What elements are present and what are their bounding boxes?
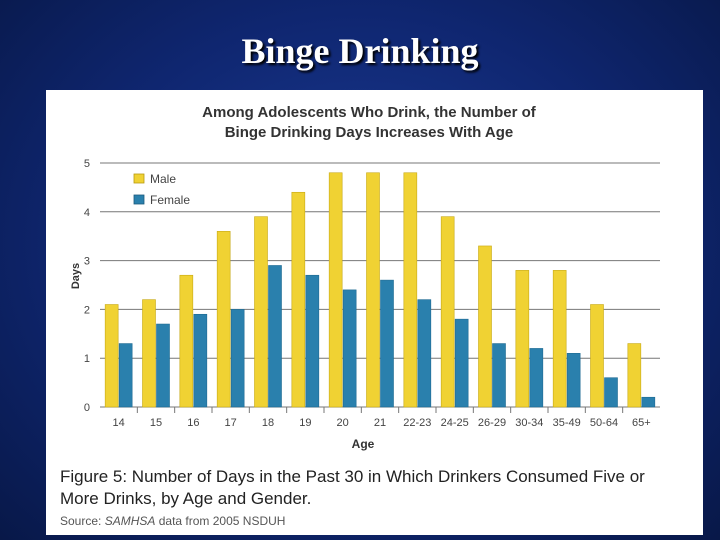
y-tick-label-5: 5	[84, 158, 90, 170]
x-tick-label-14: 14	[113, 417, 125, 429]
bar-female-22-23	[417, 299, 432, 408]
bar-male-26-29	[478, 245, 492, 408]
bar-male-19	[291, 191, 306, 408]
y-tick-label-4: 4	[84, 207, 90, 219]
y-tick-label-2: 2	[84, 304, 90, 316]
bar-male-20	[328, 172, 343, 408]
figure-caption-line2: More Drinks, by Age and Gender.	[60, 489, 312, 508]
bar-male-22-23	[403, 172, 418, 408]
bar-female-26-29	[492, 343, 506, 408]
x-tick-label-24-25: 24-25	[441, 417, 469, 429]
bar-female-35-49	[566, 353, 581, 408]
bar-female-18	[268, 265, 282, 408]
bar-female-65+	[641, 396, 656, 408]
figure-caption-line1: Figure 5: Number of Days in the Past 30 …	[60, 467, 645, 486]
x-tick-label-22-23: 22-23	[403, 417, 431, 429]
source-italic: SAMHSA	[104, 514, 156, 528]
bar-female-14	[118, 343, 133, 408]
chart-title-line1: Among Adolescents Who Drink, the Number …	[202, 104, 537, 121]
legend-swatch-male	[133, 173, 145, 184]
bar-male-50-64	[590, 304, 604, 408]
bar-male-17	[216, 231, 231, 408]
y-tick-label-0: 0	[84, 402, 90, 414]
bar-male-24-25	[440, 216, 455, 408]
source-label: Source:	[60, 514, 105, 528]
bars	[104, 172, 656, 408]
chart: Among Adolescents Who Drink, the Number …	[70, 104, 660, 451]
ticks: 0 1 2 3 4 5 14 15 16 17 18 19 20 21 22-23 24-25 26-29 30-…	[84, 158, 651, 429]
bar-female-21	[380, 279, 394, 408]
x-tick-label-16: 16	[187, 417, 199, 429]
x-tick-label-50-64: 50-64	[590, 417, 618, 429]
x-tick-label-21: 21	[374, 417, 386, 429]
legend-swatch-female	[133, 194, 145, 205]
legend-label-female: Female	[150, 193, 190, 207]
bar-male-15	[142, 299, 156, 408]
grid	[100, 162, 660, 413]
figure-source: Source: SAMHSA data from 2005 NSDUH	[60, 514, 285, 528]
bar-male-65+	[627, 343, 642, 408]
x-tick-label-15: 15	[150, 417, 162, 429]
bar-female-30-34	[529, 348, 544, 408]
bar-male-21	[366, 172, 380, 408]
bar-female-19	[305, 274, 320, 408]
bar-female-17	[230, 309, 245, 408]
x-axis-label: Age	[352, 437, 375, 451]
x-tick-label-35-49: 35-49	[553, 417, 581, 429]
bar-male-35-49	[552, 270, 567, 408]
bar-male-30-34	[515, 270, 530, 408]
bar-female-24-25	[454, 318, 469, 408]
x-tick-label-17: 17	[225, 417, 237, 429]
y-axis-label: Days	[70, 263, 82, 289]
y-tick-label-1: 1	[84, 353, 90, 365]
slide-title: Binge Drinking	[241, 31, 479, 71]
x-tick-label-18: 18	[262, 417, 274, 429]
legend-label-male: Male	[150, 172, 176, 186]
bar-male-14	[104, 304, 119, 408]
x-tick-label-30-34: 30-34	[515, 417, 543, 429]
bar-female-50-64	[604, 377, 618, 408]
legend: Male Female	[133, 172, 190, 207]
bar-male-16	[179, 274, 194, 408]
source-rest: data from 2005 NSDUH	[155, 514, 286, 528]
bar-female-20	[342, 289, 357, 408]
x-tick-label-20: 20	[337, 417, 349, 429]
bar-male-18	[254, 216, 268, 408]
figure-panel: Among Adolescents Who Drink, the Number …	[46, 90, 703, 535]
x-tick-label-19: 19	[299, 417, 311, 429]
x-tick-label-65+: 65+	[632, 417, 651, 429]
bar-female-16	[193, 313, 208, 408]
y-tick-label-3: 3	[84, 256, 90, 268]
bar-female-15	[156, 323, 170, 408]
chart-title-line2: Binge Drinking Days Increases With Age	[225, 124, 514, 141]
x-tick-label-26-29: 26-29	[478, 417, 506, 429]
